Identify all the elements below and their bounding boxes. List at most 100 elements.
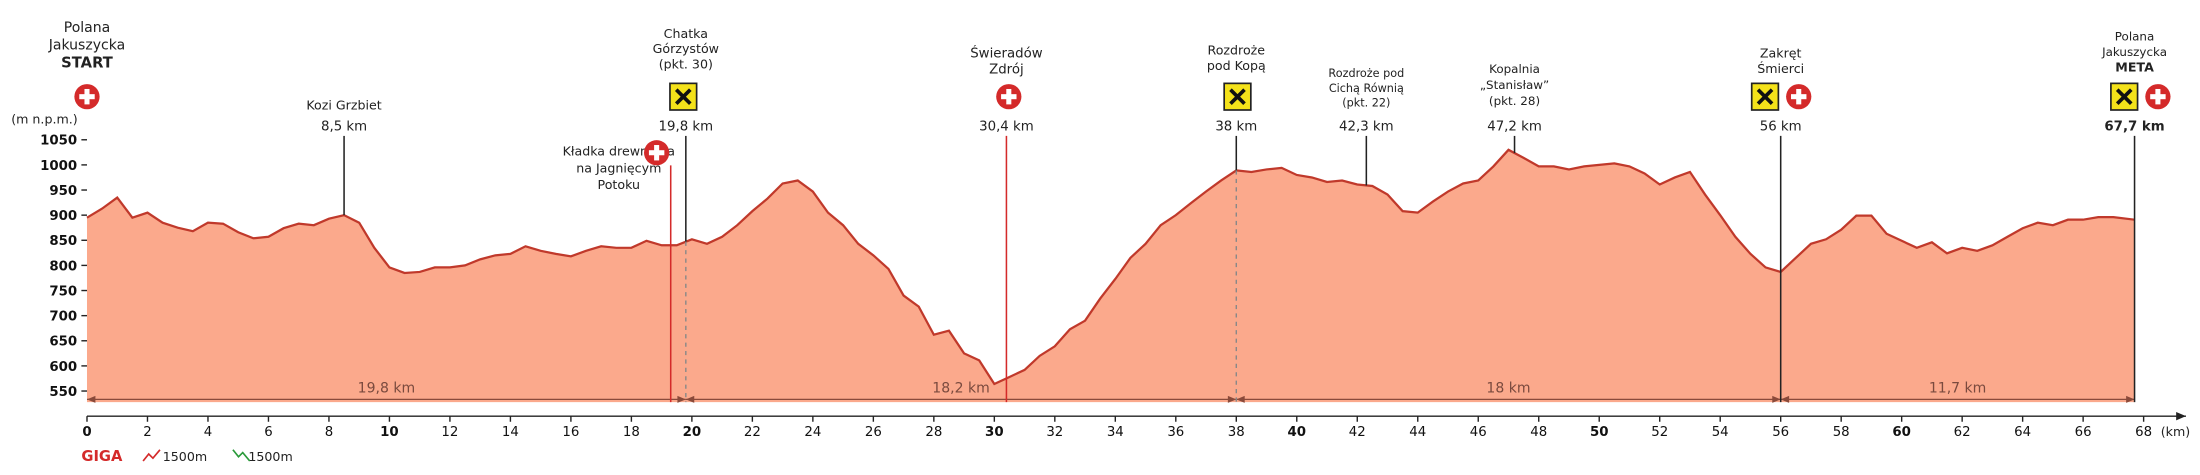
x-tick-label: 4	[204, 425, 212, 440]
y-tick-label: 900	[49, 209, 77, 224]
x-tick-label: 46	[1470, 425, 1487, 440]
waypoint-name: Śmierci	[1757, 61, 1804, 76]
x-tick-label: 54	[1712, 425, 1729, 440]
x-tick-label: 32	[1046, 425, 1063, 440]
waypoint-name: Rozdroże	[1208, 43, 1266, 58]
plot: 0 2 4 6 8 10 12 14 16 18 20 22 24 26 28 30 32 34 36 38 40 42 4…	[40, 20, 2186, 440]
segment-label: 18 km	[1486, 380, 1530, 396]
service-icon	[668, 81, 699, 112]
waypoint-name: Zdrój	[989, 62, 1024, 78]
legend-name: GIGA	[81, 448, 123, 465]
x-tick-label: 50	[1590, 425, 1609, 440]
x-tick-label: 36	[1167, 425, 1184, 440]
x-tick-label: 56	[1772, 425, 1789, 440]
waypoint-km: 38 km	[1215, 119, 1257, 134]
y-tick-label: 1000	[40, 159, 77, 174]
icons	[74, 81, 2171, 166]
y-tick-label: 700	[49, 310, 77, 325]
x-tick-label: 38	[1228, 425, 1245, 440]
x-tick-label: 62	[1954, 425, 1971, 440]
y-tick-label: 1050	[40, 134, 77, 149]
x-tick-label: 24	[804, 425, 821, 440]
service-icon	[1749, 81, 1781, 112]
waypoint-tag: META	[2115, 59, 2154, 74]
waypoint-km: 8,5 km	[321, 119, 367, 134]
descent-icon	[232, 449, 251, 462]
medical-icon	[644, 140, 670, 166]
medical-icon	[996, 84, 1022, 110]
waypoint-name: Rozdroże pod	[1328, 67, 1404, 80]
waypoint-name: Jakuszycka	[2101, 45, 2167, 59]
waypoint-name: na Jagnięcym	[576, 160, 661, 175]
medical-icon	[2145, 84, 2171, 110]
x-axis-arrow	[2176, 411, 2186, 421]
segment-label: 11,7 km	[1929, 380, 1986, 396]
elevation-line	[86, 148, 2135, 386]
y-tick-label: 650	[49, 335, 77, 350]
waypoint-name: (pkt. 28)	[1489, 94, 1540, 108]
waypoint-name: Górzystów	[653, 41, 719, 56]
waypoint-tag: START	[61, 54, 113, 71]
x-tick-label: 68	[2135, 425, 2152, 440]
x-tick-label: 58	[1833, 425, 1850, 440]
y-tick-label: 850	[49, 234, 77, 249]
x-tick-label: 0	[82, 425, 91, 440]
waypoint-name: pod Kopą	[1207, 58, 1266, 73]
x-tick-label: 60	[1892, 425, 1911, 440]
waypoint-km: 47,2 km	[1487, 119, 1542, 134]
y-tick-label: 800	[49, 259, 77, 274]
x-tick-label: 2	[143, 425, 151, 440]
x-tick-label: 22	[744, 425, 761, 440]
waypoint-km: 30,4 km	[979, 119, 1034, 134]
waypoint-km: 67,7 km	[2104, 119, 2164, 134]
waypoint-km: 19,8 km	[659, 119, 714, 134]
x-tick-label: 30	[985, 425, 1004, 440]
waypoint-km: 56 km	[1760, 119, 1802, 134]
legend-descent: 1500m	[248, 449, 292, 464]
waypoint-name: Zakręt	[1760, 45, 1802, 60]
waypoint-km: 42,3 km	[1339, 119, 1394, 134]
elevation-area	[86, 149, 2135, 403]
x-tick-label: 66	[2075, 425, 2092, 440]
medical-icon	[1786, 84, 1812, 110]
x-axis-label: (km)	[2161, 424, 2190, 439]
waypoint-name: Potoku	[598, 177, 640, 192]
waypoint-name: Polana	[2115, 30, 2155, 44]
waypoint-name: Polana	[64, 20, 111, 36]
x-tick-label: 52	[1651, 425, 1668, 440]
x-tick-label: 64	[2014, 425, 2031, 440]
y-tick-label: 950	[49, 184, 77, 199]
x-tick-label: 28	[925, 425, 942, 440]
segment-label: 19,8 km	[358, 380, 415, 396]
y-tick-label: 550	[49, 385, 77, 400]
waypoint-name: Cichą Równią	[1329, 82, 1404, 95]
x-tick-label: 18	[623, 425, 640, 440]
waypoint-name: (pkt. 22)	[1342, 96, 1390, 109]
x-tick-label: 10	[380, 425, 399, 440]
x-tick-label: 8	[325, 425, 333, 440]
waypoint-name: Jakuszycka	[48, 38, 125, 54]
waypoint-name: Chatka	[664, 26, 708, 41]
x-tick-label: 34	[1107, 425, 1124, 440]
y-tick-label: 600	[49, 360, 77, 375]
waypoint-name: (pkt. 30)	[659, 57, 713, 72]
y-tick-label: 750	[49, 284, 77, 299]
waypoint-name: Kozi Grzbiet	[306, 97, 381, 112]
segment-label: 18,2 km	[932, 380, 989, 396]
x-tick-label: 6	[264, 425, 272, 440]
x-tick-label: 44	[1409, 425, 1426, 440]
service-icon	[1222, 81, 1253, 112]
legend-ascent: 1500m	[163, 449, 207, 464]
x-tick-label: 26	[865, 425, 882, 440]
waypoint-name: Świeradów	[970, 43, 1043, 61]
y-axis-label: (m n.p.m.)	[11, 111, 77, 126]
x-tick-label: 12	[441, 425, 458, 440]
x-tick-label: 16	[562, 425, 579, 440]
waypoint-name: „Stanisław”	[1480, 78, 1549, 92]
medical-icon	[74, 84, 100, 110]
ascent-icon	[142, 449, 161, 462]
x-tick-label: 20	[683, 425, 702, 440]
x-tick-label: 40	[1288, 425, 1307, 440]
x-tick-label: 48	[1530, 425, 1547, 440]
